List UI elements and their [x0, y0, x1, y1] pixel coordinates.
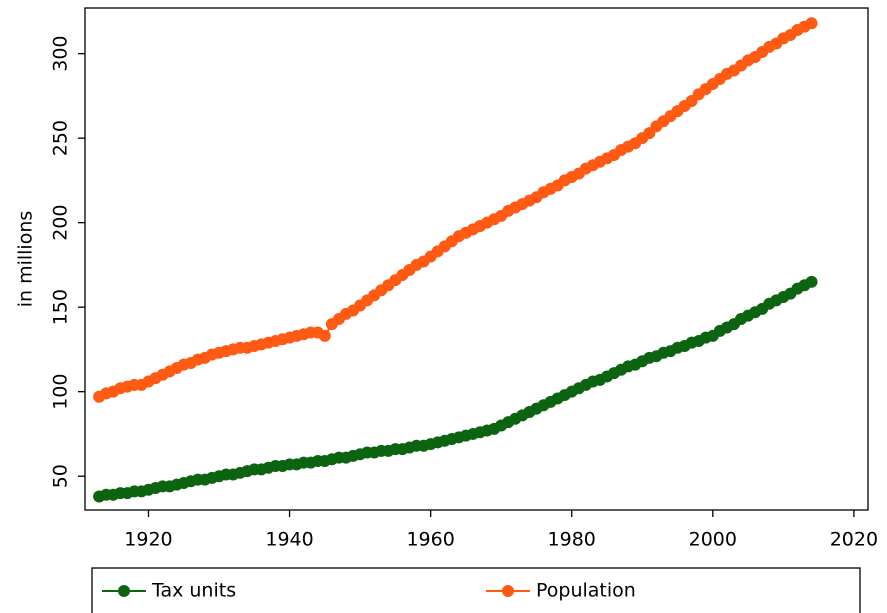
y-axis-label: in millions: [15, 211, 37, 308]
y-tick-label: 300: [50, 36, 72, 72]
y-tick-label: 250: [50, 120, 72, 156]
x-tick-label: 1980: [548, 529, 596, 551]
x-tick-label: 2000: [689, 529, 737, 551]
x-tick-label: 1920: [124, 529, 172, 551]
x-tick-label: 1960: [406, 529, 454, 551]
series-line: [98, 280, 813, 498]
x-tick-label: 1940: [265, 529, 313, 551]
legend-label: Population: [536, 580, 636, 602]
legend-marker: [118, 585, 130, 597]
plot-frame: [84, 7, 869, 511]
y-tick-label: 100: [50, 374, 72, 410]
legend-box: [91, 567, 861, 613]
legend-label: Tax units: [151, 580, 236, 602]
legend-marker: [502, 585, 514, 597]
data-point: [805, 275, 818, 288]
data-point: [318, 329, 331, 342]
data-point: [805, 17, 818, 30]
y-tick-label: 150: [50, 289, 72, 325]
x-tick-label: 2020: [830, 529, 878, 551]
y-tick-label: 200: [50, 205, 72, 241]
y-tick-label: 50: [50, 464, 72, 488]
